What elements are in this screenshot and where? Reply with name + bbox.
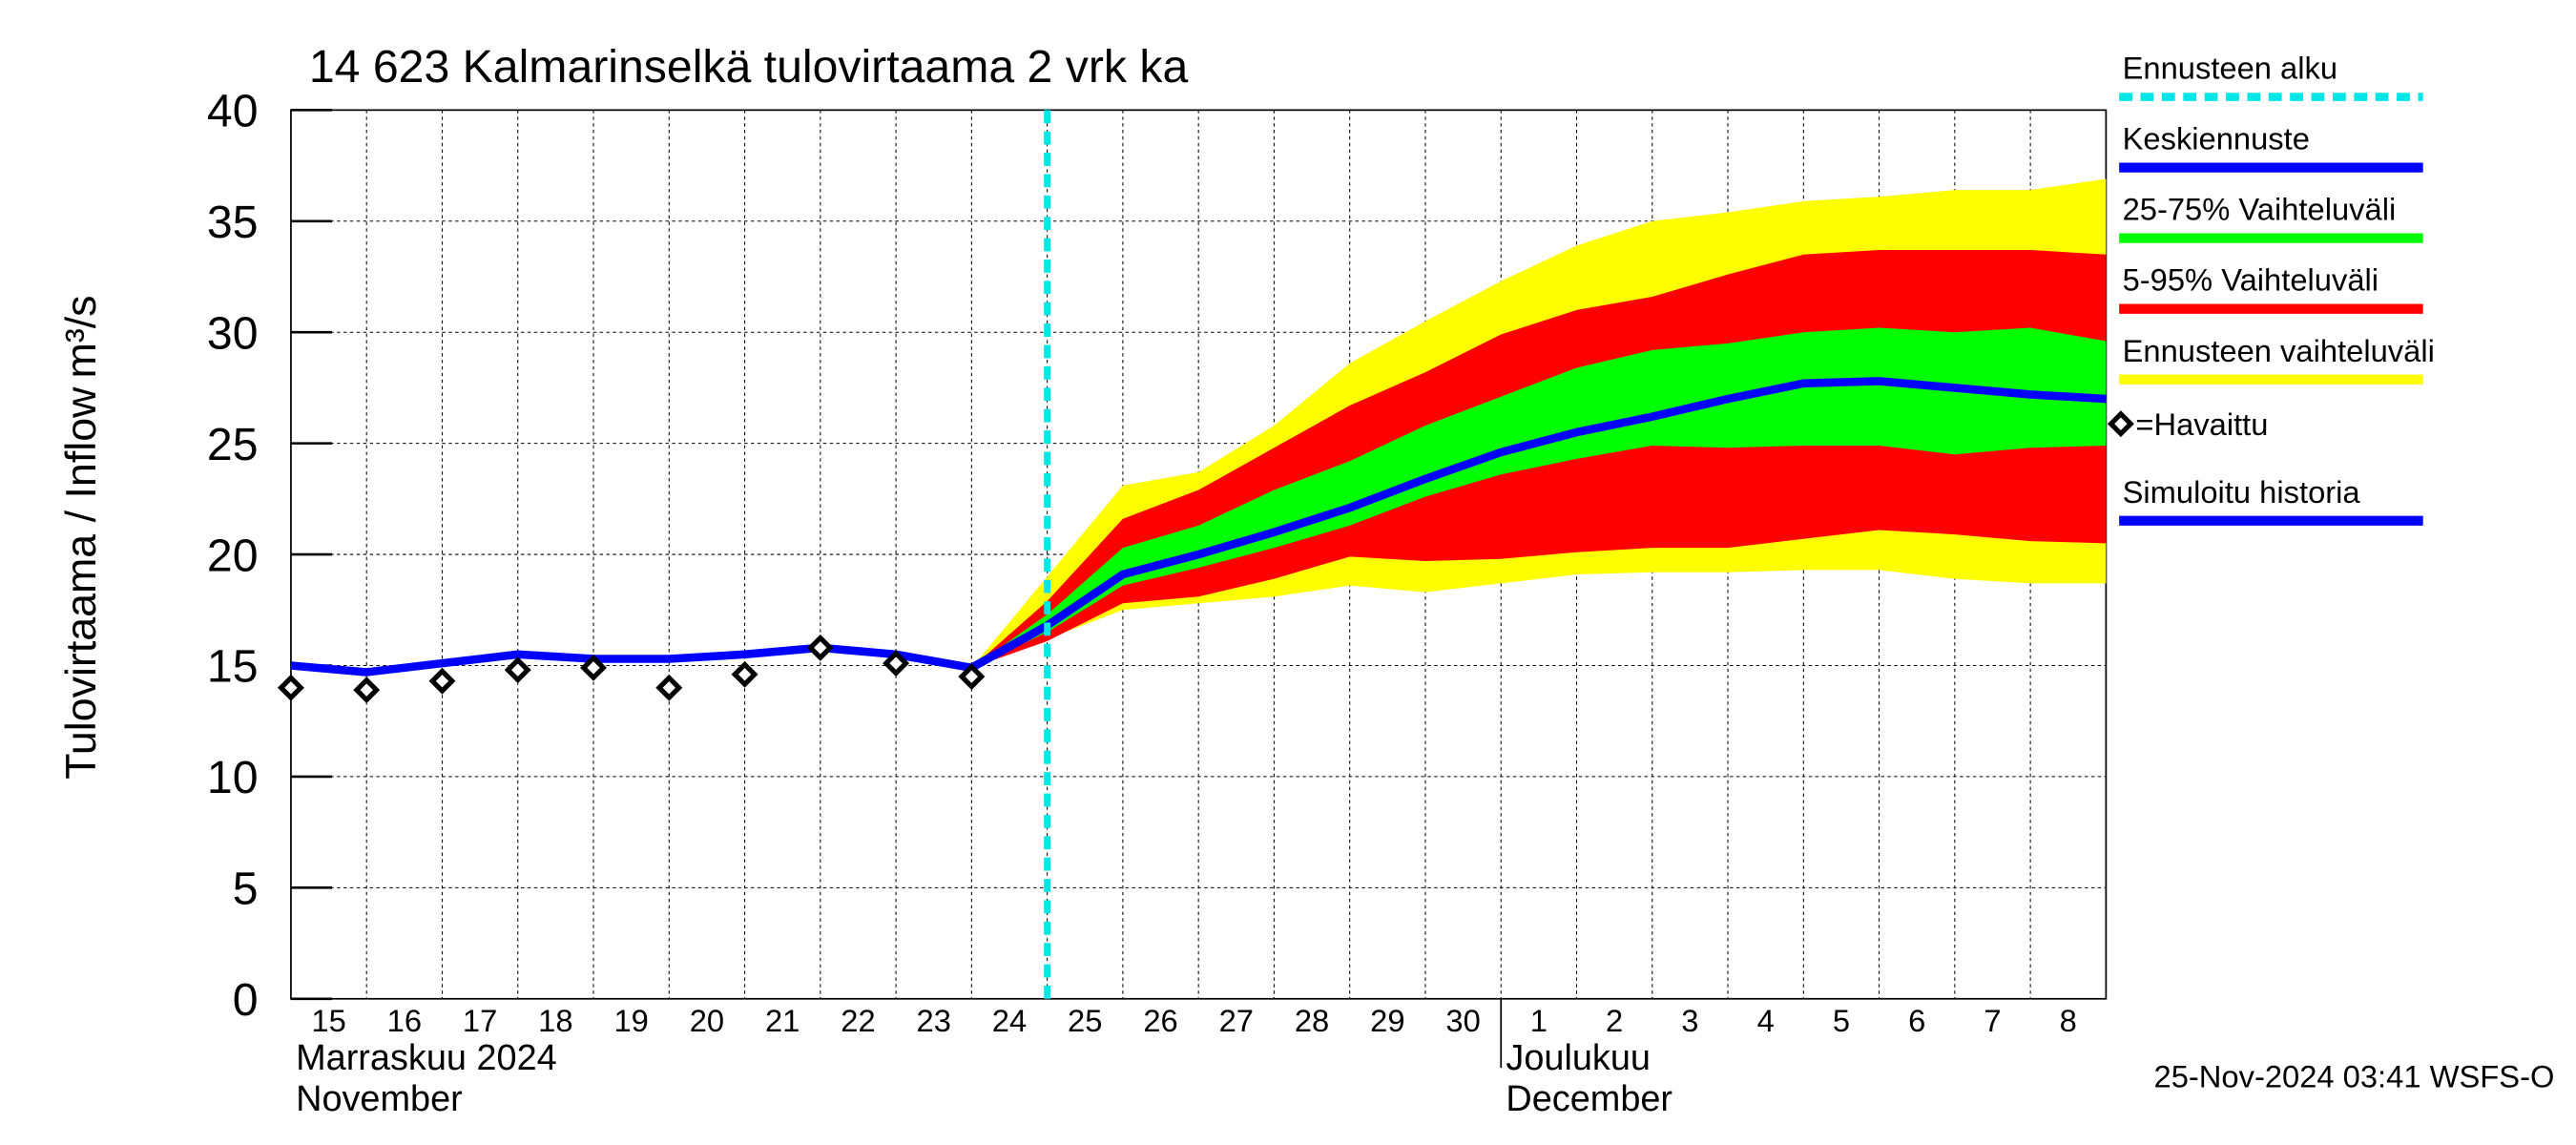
x-tick-label: 30 (1445, 1003, 1480, 1038)
x-tick-label: 25 (1068, 1003, 1102, 1038)
month-label-en: November (296, 1079, 463, 1119)
x-tick-label: 21 (765, 1003, 800, 1038)
month-label: Marraskuu 2024 (296, 1038, 557, 1078)
observed-point (655, 674, 683, 701)
y-tick-label: 25 (207, 419, 259, 470)
x-tick-label: 28 (1295, 1003, 1329, 1038)
observed-point (580, 654, 608, 681)
x-tick-label: 22 (841, 1003, 875, 1038)
y-tick-label: 5 (233, 864, 259, 915)
observed-point (504, 656, 531, 684)
x-tick-label: 18 (538, 1003, 572, 1038)
x-tick-label: 3 (1681, 1003, 1698, 1038)
x-tick-label: 24 (992, 1003, 1027, 1038)
x-tick-label: 1 (1530, 1003, 1548, 1038)
legend-label: Keskiennuste (2123, 121, 2310, 156)
line (969, 377, 2107, 672)
x-tick-label: 17 (463, 1003, 497, 1038)
y-tick-label: 15 (207, 641, 259, 693)
observed-point (428, 667, 456, 695)
x-tick-label: 19 (613, 1003, 648, 1038)
observed-point (353, 677, 381, 704)
observed-point (731, 660, 758, 688)
legend-marker (2107, 410, 2134, 438)
x-tick-label: 6 (1908, 1003, 1925, 1038)
legend-label: Ennusteen alku (2123, 51, 2337, 86)
x-tick-label: 7 (1984, 1003, 2001, 1038)
x-tick-label: 15 (311, 1003, 345, 1038)
x-tick-label: 5 (1833, 1003, 1850, 1038)
x-tick-label: 2 (1606, 1003, 1623, 1038)
y-axis-unit: m³/s (57, 295, 105, 378)
x-tick-label: 8 (2060, 1003, 2077, 1038)
timestamp: 25-Nov-2024 03:41 WSFS-O (2154, 1059, 2555, 1094)
x-tick-label: 16 (387, 1003, 422, 1038)
y-tick-label: 10 (207, 752, 259, 803)
y-tick-label: 0 (233, 974, 259, 1026)
observed-point (806, 634, 834, 661)
month-label: Joulukuu (1506, 1038, 1651, 1078)
line (290, 643, 973, 677)
legend-label: Simuloitu historia (2123, 474, 2361, 510)
legend-label: Ennusteen vaihteluväli (2123, 333, 2435, 368)
legend-label: =Havaittu (2135, 406, 2268, 442)
month-label-en: December (1506, 1079, 1672, 1119)
x-tick-label: 29 (1370, 1003, 1404, 1038)
x-tick-label: 27 (1219, 1003, 1254, 1038)
observed-point (883, 650, 910, 677)
legend-label: 5-95% Vaihteluväli (2123, 262, 2379, 298)
y-tick-label: 35 (207, 197, 259, 248)
legend-label: 25-75% Vaihteluväli (2123, 192, 2397, 227)
x-tick-label: 20 (690, 1003, 724, 1038)
observed-point (958, 663, 986, 691)
y-tick-label: 40 (207, 86, 259, 137)
chart-title: 14 623 Kalmarinselkä tulovirtaama 2 vrk … (309, 41, 1189, 93)
x-tick-label: 26 (1143, 1003, 1177, 1038)
observed-point (277, 674, 304, 701)
y-axis-label: Tulovirtaama / Inflow (57, 386, 105, 780)
y-tick-label: 20 (207, 530, 259, 581)
x-tick-label: 23 (917, 1003, 951, 1038)
x-tick-label: 4 (1757, 1003, 1775, 1038)
band (971, 327, 2107, 668)
y-tick-label: 30 (207, 307, 259, 359)
